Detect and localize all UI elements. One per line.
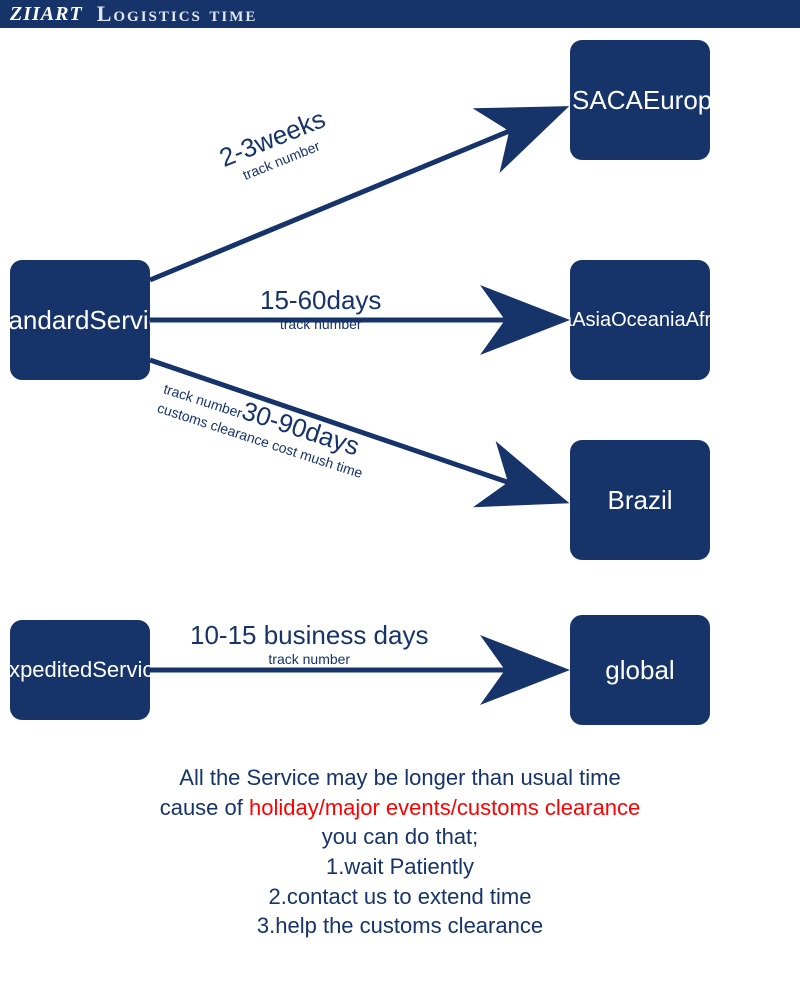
arrow-label-a4: 10-15 business daystrack number [190, 620, 428, 667]
arrow-a4 [0, 0, 800, 981]
page: ZIIART Logistics time StandardService US… [0, 0, 800, 981]
